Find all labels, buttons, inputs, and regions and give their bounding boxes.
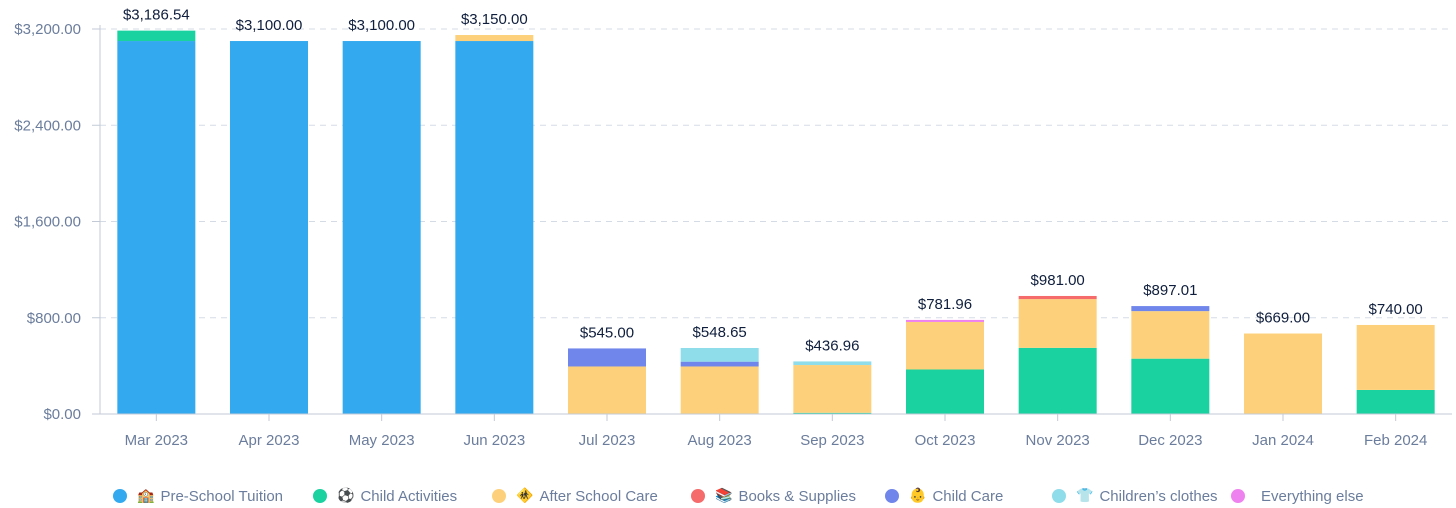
legend-item[interactable]: 👕 Children’s clothes: [1052, 484, 1218, 508]
x-tick-label: Mar 2023: [125, 432, 188, 449]
bar-total-label: $669.00: [1256, 310, 1310, 327]
bar-total-label: $545.00: [580, 324, 634, 341]
bar-segment: [680, 361, 759, 367]
x-tick-label: Aug 2023: [688, 432, 752, 449]
bar-segment: [117, 30, 196, 42]
legend-swatch: [1052, 489, 1066, 503]
y-tick-label: $800.00: [27, 310, 81, 327]
bar-segment: [1244, 333, 1322, 414]
bar-total-label: $3,100.00: [348, 17, 415, 34]
y-tick-label: $0.00: [43, 406, 81, 423]
x-tick-label: May 2023: [349, 432, 415, 449]
bar-total-label: $781.96: [918, 296, 972, 313]
bar-segment: [906, 321, 984, 370]
bar-total-label: $3,186.54: [123, 7, 190, 24]
legend-item[interactable]: 🏫 Pre-School Tuition: [113, 484, 283, 508]
axes: [99, 25, 1452, 415]
bar-segment: [680, 347, 759, 362]
legend-item[interactable]: Everything else: [1231, 484, 1364, 508]
legend-label: Everything else: [1261, 487, 1364, 505]
x-tick-label: Apr 2023: [239, 432, 300, 449]
legend-swatch: [313, 489, 327, 503]
legend-emoji-icon: 👕: [1076, 488, 1094, 504]
bar-total-label: $436.96: [805, 337, 859, 354]
bar-segment: [568, 366, 646, 414]
bar-total-label: $897.01: [1143, 282, 1197, 299]
bar-segment: [1131, 306, 1210, 312]
legend-emoji-icon: 🚸: [516, 488, 534, 504]
legend-item[interactable]: 📚 Books & Supplies: [691, 484, 856, 508]
x-tick-label: Oct 2023: [915, 432, 976, 449]
x-tick-label: Dec 2023: [1138, 432, 1202, 449]
bar-segment: [117, 41, 196, 414]
bar-segment: [1356, 389, 1435, 414]
legend-label: Children’s clothes: [1099, 487, 1218, 505]
bar-total-label: $740.00: [1369, 301, 1423, 318]
bar-total-label: $981.00: [1031, 272, 1085, 289]
legend-swatch: [885, 489, 899, 503]
bar-segment: [342, 41, 421, 414]
bar-segment: [680, 366, 759, 414]
legend-swatch: [113, 489, 127, 503]
bar-segment: [906, 369, 984, 414]
x-tick-label: Sep 2023: [800, 432, 864, 449]
legend-label: Pre-School Tuition: [160, 487, 284, 505]
bar-segment: [906, 319, 984, 322]
y-tick-label: $2,400.00: [14, 117, 81, 134]
bar-segment: [1018, 299, 1097, 348]
legend-emoji-icon: 🏫: [137, 488, 155, 504]
y-tick-label: $3,200.00: [14, 21, 81, 38]
bar-total-label: $548.65: [693, 324, 747, 341]
x-tick-label: Jul 2023: [579, 432, 636, 449]
legend-label: Child Care: [932, 487, 1004, 505]
legend-item[interactable]: 👶 Child Care: [885, 484, 1003, 508]
y-axis-ticks: $0.00 $800.00 $1,600.00 $2,400.00 $3,200.00: [14, 21, 100, 423]
x-tick-label: Feb 2024: [1364, 432, 1427, 449]
legend-label: Books & Supplies: [738, 487, 857, 505]
y-tick-label: $1,600.00: [14, 214, 81, 231]
legend: 🏫 Pre-School Tuition ⚽ Child Activities 🚸 Aft…: [0, 484, 1456, 508]
bars: [117, 30, 1435, 414]
bar-segment: [455, 35, 534, 42]
stacked-bar-chart: $0.00$800.00$1,600.00$2,400.00$3,200.00 …: [14, 7, 1452, 449]
bar-segment: [1018, 295, 1097, 300]
bar-segment: [1131, 311, 1210, 359]
legend-swatch: [492, 489, 506, 503]
legend-item[interactable]: ⚽ Child Activities: [313, 484, 457, 508]
bar-segment: [1131, 358, 1210, 414]
bar-total-labels: $3,186.54 $3,100.00 $3,100.00 $3,150.00 $545…: [123, 7, 1423, 355]
bar-total-label: $3,100.00: [236, 17, 303, 34]
bar-segment: [793, 365, 872, 413]
x-tick-label: Jan 2024: [1252, 432, 1314, 449]
x-tick-label: Nov 2023: [1026, 432, 1090, 449]
legend-swatch: [691, 489, 705, 503]
legend-label: After School Care: [539, 487, 658, 505]
bar-total-label: $3,150.00: [461, 11, 528, 28]
x-axis-ticks: Mar 2023 Apr 2023 May 2023 Jun 2023 Jul 2023…: [125, 414, 1427, 449]
bar-segment: [230, 41, 308, 414]
grid-lines: [100, 28, 1452, 319]
legend-emoji-icon: 📚: [715, 488, 733, 504]
legend-emoji-icon: ⚽: [337, 488, 355, 504]
bar-segment: [793, 412, 872, 414]
legend-swatch: [1231, 489, 1245, 503]
legend-item[interactable]: 🚸 After School Care: [492, 484, 658, 508]
legend-label: Child Activities: [360, 487, 458, 505]
bar-segment: [1356, 324, 1435, 390]
bar-segment: [1018, 347, 1097, 414]
legend-emoji-icon: 👶: [909, 488, 927, 504]
x-tick-label: Jun 2023: [463, 432, 525, 449]
bar-segment: [455, 41, 534, 414]
bar-segment: [793, 361, 872, 366]
bar-segment: [568, 348, 646, 367]
